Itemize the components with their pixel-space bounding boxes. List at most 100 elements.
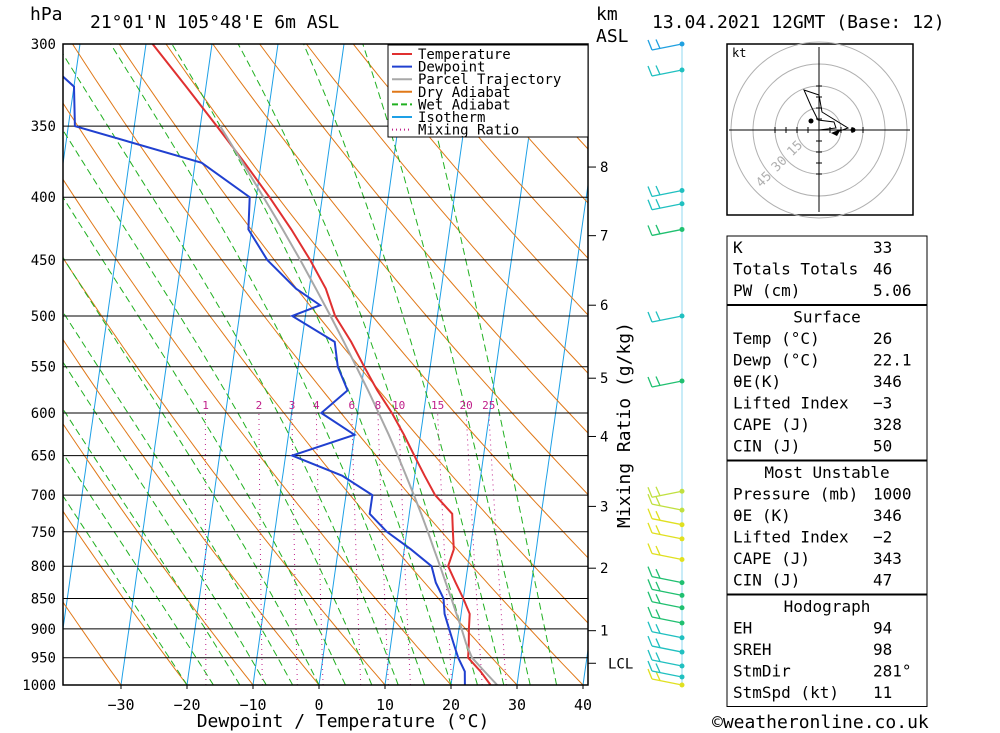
surface-value: −3: [873, 394, 892, 413]
wet-adiabat-line: [63, 408, 241, 685]
wind-barb-flag: [655, 510, 661, 521]
most-unstable-label: θE (K): [733, 506, 791, 525]
wind-barb-staff: [651, 552, 683, 561]
surface-label: Lifted Index: [733, 394, 849, 413]
pressure-tick-label: 500: [31, 309, 56, 325]
legend-entry: Mixing Ratio: [418, 123, 519, 139]
mixing-ratio-axis-label: Mixing Ratio (g/kg): [614, 322, 635, 528]
wind-barb-flag: [647, 493, 653, 505]
footer-credit: ©weatheronline.co.uk: [712, 712, 929, 733]
most-unstable-label: Lifted Index: [733, 528, 849, 547]
wind-barb-staff: [651, 69, 683, 77]
dry-adiabat-line: [63, 510, 188, 685]
surface-label: θE(K): [733, 372, 781, 391]
wind-barb-staff: [651, 678, 683, 686]
pressure-tick-label: 1000: [22, 678, 56, 694]
hodograph-table-value: 11: [873, 683, 892, 702]
wind-barb-flag: [647, 225, 653, 236]
mixing-ratio-label: 1: [202, 399, 209, 412]
hodograph-table-label: StmSpd (kt): [733, 683, 839, 702]
hodograph-table-label: EH: [733, 619, 752, 638]
wind-barb-flag: [647, 566, 653, 577]
storm-motion-point: [850, 127, 856, 133]
series-parcel-trajectory: [219, 125, 498, 685]
wind-barb-flag: [647, 543, 653, 554]
series-dewpoint: [63, 75, 466, 685]
indices-label: PW (cm): [733, 281, 800, 300]
height-tick-label: 5: [600, 371, 608, 387]
wind-barb-staff: [651, 616, 683, 624]
mixing-ratio-line: [258, 412, 263, 685]
dry-adiabat-line: [63, 601, 122, 685]
wind-barb-staff: [651, 518, 683, 526]
wind-barb-flag: [655, 671, 661, 681]
wind-barb-staff: [651, 315, 683, 323]
surface-value: 50: [873, 437, 892, 456]
wind-barb-staff: [651, 203, 683, 211]
wind-barb-flag: [655, 609, 661, 619]
mixing-ratio-label: 3: [289, 399, 296, 412]
mixing-ratio-label: 25: [482, 399, 495, 412]
most-unstable-label: CAPE (J): [733, 549, 810, 568]
temperature-tick-label: −20: [173, 696, 200, 714]
dry-adiabat-line: [306, 44, 588, 374]
most-unstable-label: Pressure (mb): [733, 485, 858, 504]
pressure-tick-label: 650: [31, 449, 56, 465]
datetime-title: 13.04.2021 12GMT (Base: 12): [652, 12, 945, 33]
wind-barb-staff: [651, 601, 683, 609]
most-unstable-value: 346: [873, 506, 902, 525]
series-temperature: [151, 44, 492, 685]
pressure-tick-label: 400: [31, 190, 56, 206]
wind-barb-flag: [647, 39, 653, 51]
pressure-tick-label: 450: [31, 253, 56, 269]
height-tick-label: 2: [600, 561, 608, 577]
wind-barb-flag: [655, 652, 661, 662]
wind-barb-flag: [647, 311, 653, 323]
wind-barb-staff: [651, 228, 683, 237]
height-tick-label: 6: [600, 298, 608, 314]
wind-barb-flag: [647, 579, 653, 590]
pressure-tick-label: 950: [31, 651, 56, 667]
wind-barb-flag: [647, 487, 653, 498]
indices-box: [726, 235, 928, 305]
surface-title: Surface: [793, 308, 860, 327]
temperature-tick-label: 20: [442, 696, 460, 714]
wind-barb-flag: [647, 606, 653, 618]
temperature-tick-label: 30: [508, 696, 526, 714]
mixing-ratio-line: [315, 412, 324, 685]
hodograph-table-label: StmDir: [733, 662, 791, 681]
unit-asl: ASL: [596, 26, 629, 47]
wind-barb-flag: [647, 522, 653, 534]
hodograph-point: [808, 118, 814, 124]
legend-entry: Wet Adiabat: [418, 97, 511, 113]
wind-barb-flag: [647, 508, 653, 519]
wind-barb-flag: [655, 376, 661, 386]
surface-box: [726, 305, 928, 461]
temperature-tick-labels: −30 −20 −10 0 10 20 30 40: [107, 685, 592, 714]
hodograph-table-value: 281°: [873, 662, 912, 681]
legend-entry: Dewpoint: [418, 60, 485, 76]
wind-barb-flag: [655, 39, 661, 49]
wind-barb-staff: [651, 380, 683, 388]
indices-label: Totals Totals: [733, 260, 858, 279]
height-tick-label: 8: [600, 160, 608, 176]
mixing-ratio-label: 10: [392, 399, 405, 412]
most-unstable-value: 1000: [873, 485, 912, 504]
wind-barb-flag: [655, 581, 661, 592]
hodograph-trace: [803, 89, 850, 134]
wind-barb-staff: [651, 503, 683, 511]
most-unstable-value: 47: [873, 571, 892, 590]
dry-adiabat-line: [259, 44, 588, 434]
mixing-ratio-label: 15: [431, 399, 444, 412]
surface-label: Temp (°C): [733, 329, 820, 348]
wind-barb-flag: [647, 186, 653, 197]
mixing-ratio-line: [351, 412, 362, 685]
surface-label: CAPE (J): [733, 415, 810, 434]
wind-barb-flag: [655, 594, 661, 604]
pressure-tick-label: 550: [31, 360, 56, 376]
pressure-tick-label: 900: [31, 622, 56, 638]
storm-motion-arrow: [831, 129, 841, 136]
pressure-tick-labels: 300 350 400 450 500 550 600 650 700 750 800 850 900 9…: [22, 37, 56, 694]
pressure-tick-label: 850: [31, 592, 56, 608]
unit-km: km: [596, 4, 618, 25]
